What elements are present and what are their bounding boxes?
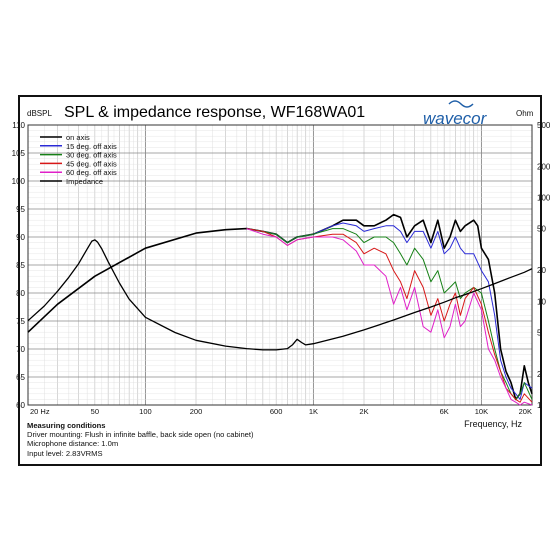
legend-label: 15 deg. off axis xyxy=(66,142,117,151)
legend-label: 60 deg. off axis xyxy=(66,168,117,177)
notes-heading: Measuring conditions xyxy=(27,421,106,430)
y-left-tick-label: 70 xyxy=(16,345,25,354)
y-left-tick-label: 80 xyxy=(16,289,25,298)
series-line-1 xyxy=(246,222,533,400)
y-left-tick-label: 110 xyxy=(12,121,25,130)
y-right-tick-label: 500 xyxy=(537,121,551,130)
left-axis-label: dBSPL xyxy=(27,109,52,118)
y-right-tick-label: 20 xyxy=(537,266,546,275)
x-tick-label: 50 xyxy=(91,407,99,416)
y-right-tick-label: 200 xyxy=(537,162,551,171)
legend-label: on axis xyxy=(66,133,90,142)
series-line-2 xyxy=(246,228,533,400)
series-line-3 xyxy=(246,228,533,403)
y-left-tick-label: 60 xyxy=(16,401,25,410)
series-line-5 xyxy=(27,239,533,351)
y-left-tick-label: 85 xyxy=(16,261,25,270)
chart-frame xyxy=(18,95,542,466)
y-right-tick-label: 100 xyxy=(537,194,551,203)
measuring-notes: Measuring conditions Driver mounting: Fl… xyxy=(27,421,254,458)
y-left-tick-label: 75 xyxy=(16,317,25,326)
y-right-tick-label: 5 xyxy=(537,328,542,337)
x-tick-label: 20 Hz xyxy=(30,407,50,416)
chart-title: SPL & impedance response, WF168WA01 xyxy=(64,104,365,121)
x-tick-label: 10K xyxy=(475,407,488,416)
y-left-tick-label: 90 xyxy=(16,233,25,242)
y-left-tick-label: 105 xyxy=(12,149,26,158)
legend-label: 45 deg. off axis xyxy=(66,159,117,168)
x-axis-label: Frequency, Hz xyxy=(464,419,522,429)
y-left-tick-label: 65 xyxy=(16,373,25,382)
x-tick-label: 6K xyxy=(440,407,449,416)
notes-line-input-level: Input level: 2.83VRMS xyxy=(27,448,103,458)
y-left-tick-label: 100 xyxy=(12,177,26,186)
x-tick-label: 1K xyxy=(309,407,318,416)
y-right-tick-label: 2 xyxy=(537,370,542,379)
notes-line-mic-distance: Microphone distance: 1.0m xyxy=(27,439,119,449)
y-right-tick-label: 10 xyxy=(537,297,546,306)
x-tick-label: 200 xyxy=(190,407,203,416)
series-line-4 xyxy=(246,228,533,406)
y-left-tick-label: 95 xyxy=(16,205,25,214)
brand-logo: wavecor xyxy=(423,109,488,128)
legend-label: 30 deg. off axis xyxy=(66,151,117,160)
notes-line-mounting: Driver mounting: Flush in infinite baffl… xyxy=(27,430,254,440)
x-tick-label: 600 xyxy=(270,407,283,416)
x-tick-label: 20K xyxy=(519,407,532,416)
x-tick-label: 100 xyxy=(139,407,152,416)
y-right-tick-label: 1 xyxy=(537,401,542,410)
y-right-tick-label: 50 xyxy=(537,225,546,234)
brand-wave-icon xyxy=(448,100,474,108)
x-tick-label: 2K xyxy=(359,407,368,416)
legend-label: Impedance xyxy=(66,177,103,186)
right-axis-label: Ohm xyxy=(516,109,534,118)
plot-area-border xyxy=(27,124,533,406)
